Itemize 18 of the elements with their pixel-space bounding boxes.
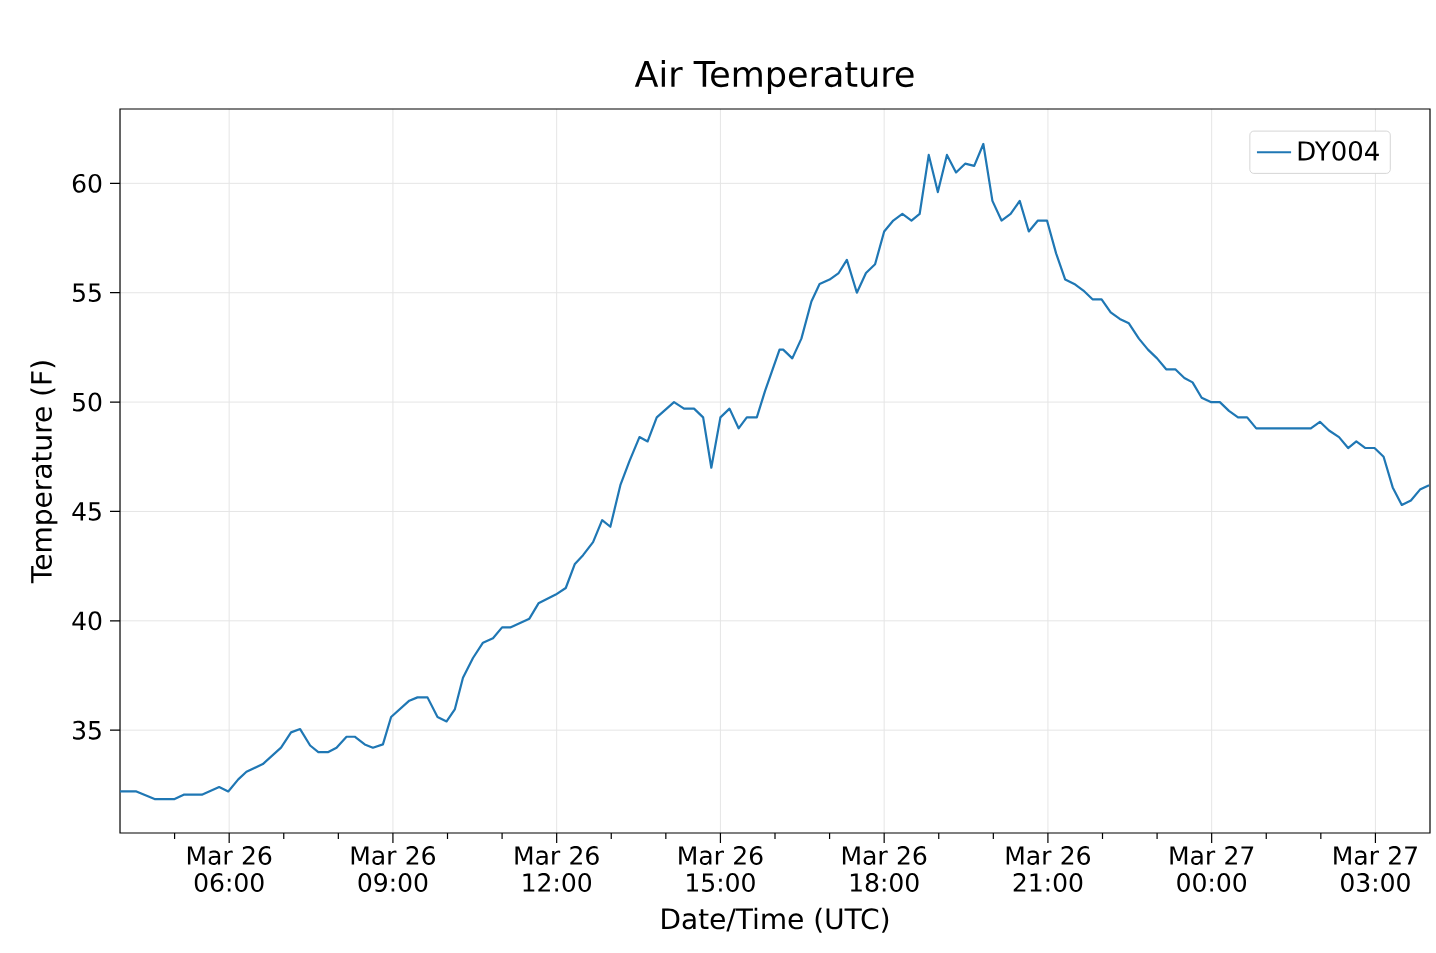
x-axis-title: Date/Time (UTC) — [662, 907, 889, 933]
x-tick-label: Mar 27 03:00 — [1334, 846, 1417, 892]
x-tick-label: Mar 26 06:00 — [187, 846, 272, 892]
x-tick-label: Mar 26 09:00 — [351, 846, 435, 892]
y-tick-label: 40 — [72, 611, 102, 631]
legend-label: DY004 — [1298, 141, 1379, 161]
y-tick-label: 60 — [72, 173, 102, 193]
x-tick-label: Mar 26 18:00 — [842, 846, 927, 892]
y-tick-label: 45 — [72, 502, 101, 521]
y-tick-label: 50 — [73, 392, 102, 412]
x-tick-label: Mar 26 21:00 — [1006, 846, 1090, 892]
x-tick-label: Mar 26 12:00 — [515, 846, 599, 892]
x-tick-label: Mar 26 15:00 — [679, 846, 763, 892]
y-tick-label: 55 — [73, 283, 101, 302]
y-tick-label: 35 — [73, 720, 101, 740]
chart-title: Air Temperature — [634, 60, 914, 94]
y-axis-title: Temperature (F) — [30, 361, 58, 584]
x-tick-label: Mar 27 00:00 — [1170, 846, 1254, 892]
